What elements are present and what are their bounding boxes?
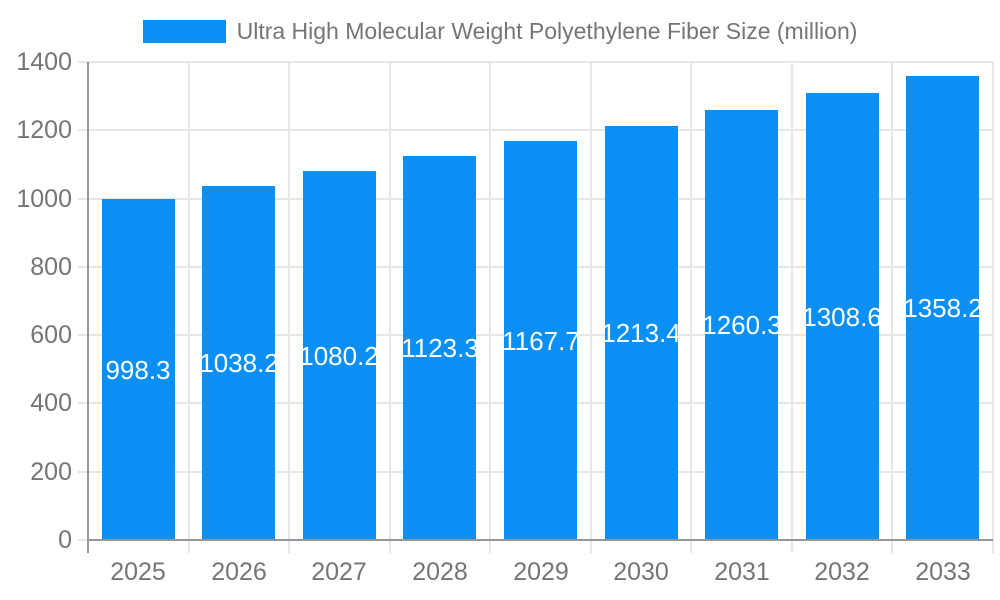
y-axis-line <box>87 62 89 553</box>
v-gridline <box>188 62 190 553</box>
legend[interactable]: Ultra High Molecular Weight Polyethylene… <box>0 18 1000 45</box>
bar-2025[interactable] <box>102 199 175 540</box>
bar-value-label: 1038.2 <box>199 348 279 378</box>
h-gridline <box>78 61 993 63</box>
v-gridline <box>690 62 692 553</box>
legend-label[interactable]: Ultra High Molecular Weight Polyethylene… <box>236 18 858 44</box>
x-tick-label: 2026 <box>211 558 267 586</box>
bar-value-label: 998.3 <box>105 355 171 385</box>
bar-2032[interactable] <box>806 93 879 540</box>
y-tick-label: 200 <box>30 458 72 486</box>
h-gridline <box>78 129 993 131</box>
bar-value-label: 1213.4 <box>601 318 681 348</box>
v-gridline <box>590 62 592 553</box>
bar-value-label: 1358.2 <box>903 293 983 323</box>
v-gridline <box>389 62 391 553</box>
v-gridline <box>891 62 893 553</box>
x-tick-label: 2025 <box>110 558 166 586</box>
bar-value-label: 1080.2 <box>299 341 379 371</box>
bar-2033[interactable] <box>906 76 979 540</box>
v-gridline <box>791 62 793 553</box>
v-gridline <box>489 62 491 553</box>
bar-value-label: 1308.6 <box>802 302 882 332</box>
y-tick-label: 600 <box>30 321 72 349</box>
v-gridline <box>288 62 290 553</box>
y-tick-label: 1400 <box>16 48 72 76</box>
x-tick-label: 2029 <box>513 558 569 586</box>
v-gridline <box>992 62 994 553</box>
y-tick-label: 800 <box>30 253 72 281</box>
bar-2027[interactable] <box>303 171 376 540</box>
y-tick-label: 1200 <box>16 116 72 144</box>
bar-2028[interactable] <box>403 156 476 540</box>
bar-value-label: 1123.3 <box>401 333 479 363</box>
legend-swatch-icon[interactable] <box>142 20 226 43</box>
bar-value-label: 1260.3 <box>702 310 782 340</box>
y-tick-label: 400 <box>30 389 72 417</box>
bar-value-label: 1167.7 <box>502 326 580 356</box>
bar-2030[interactable] <box>605 126 678 540</box>
x-axis-line <box>88 539 993 541</box>
x-tick-label: 2031 <box>714 558 770 586</box>
x-tick-label: 2032 <box>814 558 870 586</box>
bar-2029[interactable] <box>504 141 577 540</box>
x-tick-label: 2028 <box>412 558 468 586</box>
y-tick-label: 1000 <box>16 185 72 213</box>
x-tick-label: 2027 <box>311 558 367 586</box>
x-tick-label: 2033 <box>915 558 971 586</box>
x-tick-label: 2030 <box>613 558 669 586</box>
bar-2026[interactable] <box>202 186 275 540</box>
bar-2031[interactable] <box>705 110 778 540</box>
y-tick-label: 0 <box>58 526 72 554</box>
